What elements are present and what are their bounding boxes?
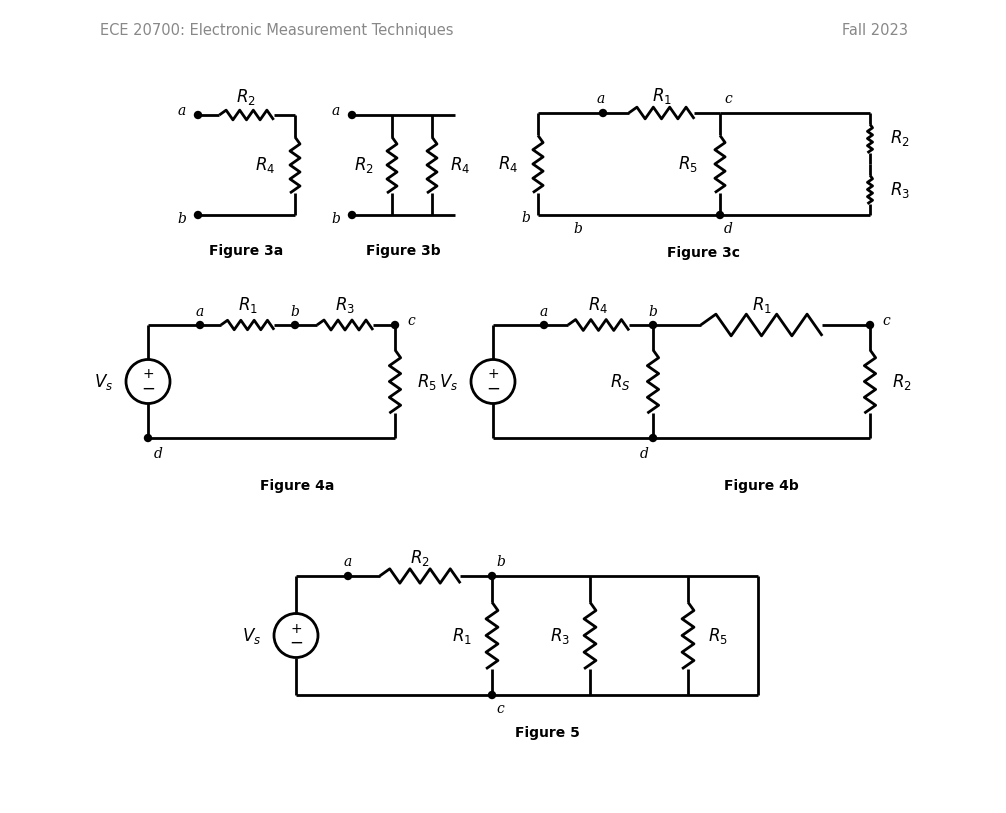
Text: −: − [141,380,155,398]
Text: $R_2$: $R_2$ [354,155,374,175]
Text: b: b [649,305,658,319]
Text: b: b [496,555,505,569]
Text: $R_1$: $R_1$ [237,295,258,315]
Text: −: − [289,633,303,651]
Text: $V_s$: $V_s$ [241,625,261,646]
Text: a: a [332,104,340,118]
Text: d: d [724,222,733,236]
Circle shape [145,434,152,441]
Circle shape [650,321,657,328]
Circle shape [540,321,547,328]
Text: c: c [407,314,414,328]
Text: Figure 3a: Figure 3a [209,244,284,258]
Text: c: c [496,702,504,716]
Text: $R_4$: $R_4$ [589,295,609,315]
Text: $R_5$: $R_5$ [417,372,437,392]
Text: Figure 3c: Figure 3c [668,246,740,260]
Text: $R_4$: $R_4$ [255,155,275,175]
Text: $R_1$: $R_1$ [452,625,472,646]
Circle shape [489,572,496,580]
Text: b: b [521,211,530,225]
Text: Fall 2023: Fall 2023 [842,24,908,38]
Text: b: b [573,222,582,236]
Circle shape [716,211,723,219]
Circle shape [196,321,203,328]
Text: Figure 5: Figure 5 [514,726,579,740]
Text: a: a [344,555,352,569]
Text: $R_3$: $R_3$ [335,295,355,315]
Circle shape [489,692,496,698]
Text: a: a [540,305,548,319]
Text: d: d [154,447,162,461]
Text: $R_5$: $R_5$ [708,625,728,646]
Circle shape [292,321,299,328]
Text: $R_2$: $R_2$ [890,128,909,149]
Text: $R_3$: $R_3$ [550,625,570,646]
Circle shape [348,211,355,219]
Circle shape [194,211,201,219]
Circle shape [866,321,873,328]
Circle shape [344,572,351,580]
Text: Figure 4b: Figure 4b [724,479,799,493]
Text: +: + [487,367,499,381]
Text: a: a [597,92,606,106]
Text: b: b [291,305,300,319]
Text: $V_s$: $V_s$ [439,372,458,392]
Text: $R_2$: $R_2$ [410,548,430,568]
Circle shape [348,111,355,119]
Text: Figure 4a: Figure 4a [261,479,335,493]
Text: Figure 3b: Figure 3b [366,244,441,258]
Text: $R_5$: $R_5$ [678,154,698,174]
Circle shape [194,111,201,119]
Text: d: d [640,447,649,461]
Text: $R_3$: $R_3$ [890,180,910,199]
Text: $V_s$: $V_s$ [94,372,113,392]
Text: ECE 20700: Electronic Measurement Techniques: ECE 20700: Electronic Measurement Techni… [100,24,454,38]
Text: +: + [290,621,302,636]
Text: $R_4$: $R_4$ [498,154,518,174]
Circle shape [391,321,398,328]
Text: a: a [196,305,204,319]
Text: $R_4$: $R_4$ [450,155,470,175]
Text: $R_1$: $R_1$ [751,295,772,315]
Text: $R_1$: $R_1$ [652,86,671,106]
Text: $R_S$: $R_S$ [611,372,631,392]
Text: c: c [724,92,731,106]
Text: $R_2$: $R_2$ [236,87,256,107]
Text: b: b [177,212,186,226]
Circle shape [600,110,607,116]
Text: b: b [331,212,340,226]
Text: $R_2$: $R_2$ [892,372,911,392]
Circle shape [650,434,657,441]
Text: +: + [142,367,154,381]
Text: a: a [178,104,186,118]
Text: c: c [882,314,889,328]
Text: −: − [486,380,500,398]
